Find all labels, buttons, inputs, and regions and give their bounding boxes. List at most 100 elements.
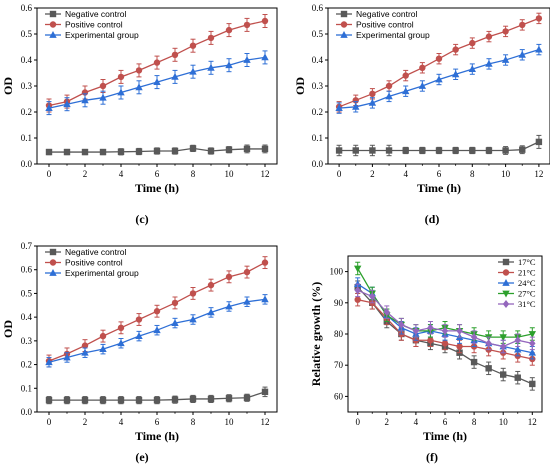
data-point [485, 365, 492, 372]
data-point [519, 21, 526, 29]
data-point [135, 396, 143, 404]
data-point [171, 299, 179, 307]
data-point [369, 292, 376, 301]
legend-label: 24°C [518, 278, 536, 288]
data-point [441, 326, 449, 335]
data-point [385, 147, 393, 154]
x-tick-label: 0 [337, 169, 342, 179]
data-point [225, 146, 233, 153]
legend-label: 21°C [518, 268, 536, 278]
x-tick-label: 2 [385, 417, 390, 427]
legend-marker [49, 31, 57, 38]
data-point [45, 396, 53, 404]
y-tick-label: 0.0 [312, 159, 324, 169]
legend-label: Negative control [65, 247, 127, 257]
x-tick-label: 8 [191, 417, 196, 427]
x-tick-label: 8 [472, 417, 477, 427]
data-point [398, 320, 405, 329]
series-4 [354, 283, 536, 354]
y-tick-label: 0.5 [312, 29, 324, 39]
data-point [171, 51, 179, 58]
y-tick-label: 0.1 [21, 133, 32, 143]
x-tick-label: 12 [261, 169, 270, 179]
legend-marker [502, 269, 510, 276]
data-point [261, 53, 269, 61]
data-point [352, 102, 360, 110]
data-point [470, 358, 478, 366]
data-point [117, 148, 125, 155]
data-point [427, 337, 434, 344]
legend-label: Positive control [65, 20, 123, 30]
data-point [207, 147, 215, 155]
data-point [385, 82, 393, 90]
y-tick-label: 0.6 [312, 3, 324, 13]
caption-bottom-right-d: (d) [425, 212, 440, 226]
legend-marker [502, 300, 510, 308]
data-point [153, 78, 161, 85]
data-point [225, 302, 233, 310]
data-point [207, 63, 215, 71]
series-0 [45, 144, 269, 156]
data-point [153, 396, 161, 404]
data-point [117, 324, 125, 332]
data-point [354, 286, 361, 295]
data-point [354, 265, 362, 273]
legend-label: 31°C [518, 299, 536, 309]
data-point [189, 315, 197, 323]
data-point [243, 145, 251, 153]
data-point [535, 138, 543, 146]
data-point [485, 339, 492, 348]
data-point [189, 145, 197, 152]
data-point [171, 147, 179, 155]
data-point [99, 332, 107, 340]
y-tick-label: 0.4 [21, 312, 33, 322]
legend-marker [49, 259, 57, 266]
data-point [518, 50, 526, 58]
x-tick-label: 2 [370, 169, 375, 179]
y-tick-label: 100 [330, 267, 344, 277]
x-tick-label: 10 [225, 417, 235, 427]
y-axis-title: OD [1, 77, 15, 95]
x-tick-label: 6 [443, 417, 448, 427]
data-point [501, 56, 510, 63]
data-point [485, 147, 493, 154]
data-point [419, 64, 426, 72]
y-tick-label: 0.3 [21, 81, 33, 91]
x-tick-label: 4 [119, 417, 124, 427]
data-point [225, 61, 233, 69]
data-point [99, 396, 107, 404]
legend-label: Experimental group [65, 268, 139, 278]
y-tick-label: 0.0 [21, 159, 33, 169]
data-point [45, 104, 53, 111]
x-tick-label: 2 [83, 417, 88, 427]
y-tick-label: 0.1 [21, 383, 32, 393]
x-tick-label: 4 [403, 169, 408, 179]
series-2 [45, 50, 269, 116]
data-point [435, 147, 443, 154]
data-point [135, 148, 143, 155]
chart-panel-bottom-left: 0 2 4 6 8 10 12 0.0 0.1 0.2 0.3 0.4 0.5 0.6 0.7 Time (h… [1, 241, 278, 443]
data-point [243, 21, 251, 29]
data-point [469, 39, 476, 47]
legend-label: 17°C [518, 257, 536, 267]
x-tick-label: 6 [437, 169, 442, 179]
data-point [63, 396, 71, 404]
data-point [207, 34, 215, 42]
data-point [514, 345, 522, 353]
data-point [529, 380, 536, 388]
data-point [207, 395, 215, 403]
series-2 [45, 294, 269, 368]
y-axis-title: OD [293, 77, 307, 95]
caption-top-right: (c) [135, 212, 148, 226]
data-point [456, 343, 463, 350]
data-point [63, 148, 71, 156]
data-point [500, 371, 507, 378]
data-point [514, 374, 521, 381]
data-point [81, 348, 89, 356]
series-2 [335, 43, 543, 114]
x-tick-label: 8 [191, 169, 196, 179]
y-tick-label: 0.0 [21, 407, 33, 417]
